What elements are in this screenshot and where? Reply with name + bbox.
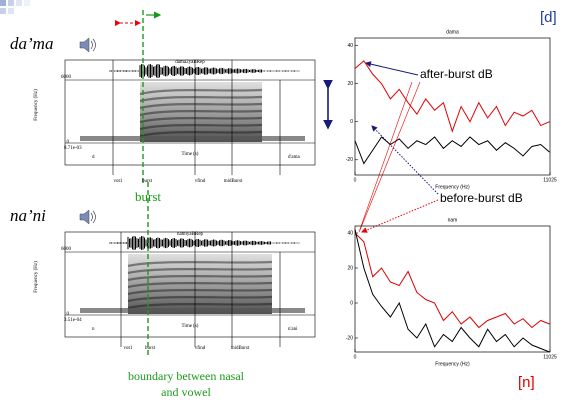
y-tick-label: 20 bbox=[347, 81, 353, 87]
x-axis-label: Time (s) bbox=[182, 324, 199, 329]
boundary-label: burst bbox=[145, 346, 156, 351]
waveform bbox=[110, 64, 299, 78]
y-tick-label: 0 bbox=[67, 312, 70, 317]
boundary-label: vfind bbox=[195, 346, 206, 351]
waveform-label: dama2yaBRep bbox=[175, 60, 205, 65]
y-tick-label: 0 bbox=[67, 140, 70, 145]
y-axis-label: Frequency (Hz) bbox=[34, 89, 39, 121]
slide: [d] [n] burst boundary between nasal and… bbox=[0, 0, 573, 403]
y-tick-label: 6000 bbox=[61, 75, 72, 80]
x-axis-label: Time (s) bbox=[182, 152, 199, 157]
plot-title: dama bbox=[446, 29, 459, 35]
spectrum-line bbox=[355, 233, 550, 328]
spectrum-line bbox=[355, 137, 550, 164]
spectrum-line bbox=[355, 230, 550, 353]
x-tick-label: 11025 bbox=[543, 354, 557, 360]
tier-label: d bbox=[92, 155, 95, 160]
y-axis-label: Frequency (Hz) bbox=[34, 261, 39, 293]
y-tick-label: 0 bbox=[350, 300, 353, 306]
speaker-icon bbox=[91, 211, 96, 223]
annotation-arrow bbox=[366, 63, 418, 75]
boundary-label: vot1 bbox=[124, 346, 133, 351]
low-band bbox=[80, 308, 305, 313]
plot-title: nam bbox=[448, 217, 458, 223]
word: na’ni bbox=[10, 206, 46, 225]
speaker-icon bbox=[80, 38, 89, 52]
boundary-label: midBurst bbox=[224, 179, 243, 184]
x-axis-label: Frequency (Hz) bbox=[435, 361, 470, 367]
x-tick-label: 0 bbox=[354, 177, 357, 183]
label-d: [d] bbox=[540, 9, 557, 26]
tier-label: n bbox=[92, 327, 95, 332]
tier-label: d'ama bbox=[288, 155, 301, 160]
y-tick-label: 40 bbox=[347, 230, 353, 236]
annotation-arrow bbox=[362, 200, 438, 232]
y-tick-label: 6000 bbox=[61, 247, 72, 252]
y-tick-label: -20 bbox=[346, 157, 353, 163]
before-burst-note: before-burst dB bbox=[440, 191, 523, 205]
boundary-label: vot1 bbox=[114, 179, 123, 184]
y-tick-label: 40 bbox=[347, 43, 353, 49]
boundary-note: boundary between nasal bbox=[128, 369, 245, 383]
annotation-line bbox=[359, 82, 412, 232]
after-burst-note: after-burst dB bbox=[420, 67, 493, 81]
x-tick-label: 11025 bbox=[543, 177, 557, 183]
y-tick-label: -20 bbox=[346, 335, 353, 341]
low-band bbox=[80, 136, 305, 141]
y-tick-label: 20 bbox=[347, 265, 353, 271]
y-tick-label: 0 bbox=[350, 119, 353, 125]
boundary-note: and vowel bbox=[161, 385, 211, 399]
waveform bbox=[110, 236, 299, 250]
annotation-arrow bbox=[372, 126, 438, 194]
label-n: [n] bbox=[518, 374, 535, 391]
tier-label: n'ani bbox=[288, 327, 298, 332]
speaker-icon bbox=[91, 39, 96, 51]
time-start: 3.51e-04 bbox=[64, 318, 82, 323]
x-tick-label: 0 bbox=[354, 354, 357, 360]
speaker-icon bbox=[80, 210, 89, 224]
waveform-label: namiyaBRep bbox=[177, 232, 204, 237]
x-axis-label: Frequency (Hz) bbox=[435, 184, 470, 190]
word: da’ma bbox=[10, 34, 53, 53]
boundary-label: midBurst bbox=[231, 346, 250, 351]
time-start: 8.71e-03 bbox=[64, 146, 82, 151]
corner-decoration bbox=[0, 0, 30, 14]
boundary-label: vfind bbox=[195, 179, 206, 184]
plot-frame bbox=[355, 226, 550, 352]
